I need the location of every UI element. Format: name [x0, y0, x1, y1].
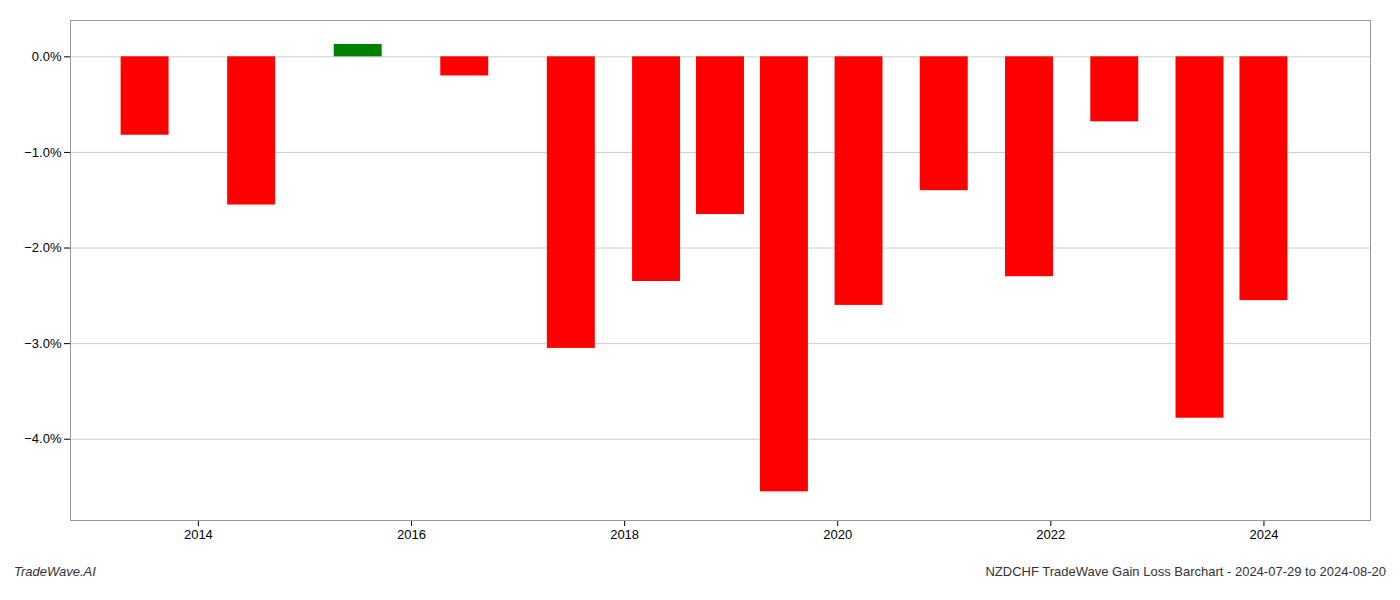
svg-text:2018: 2018 — [610, 527, 639, 542]
svg-text:2014: 2014 — [184, 527, 213, 542]
svg-text:2020: 2020 — [823, 527, 852, 542]
svg-text:−1.0%: −1.0% — [24, 145, 62, 160]
html-text:TradeWave.AI: TradeWave.AI — [14, 564, 96, 579]
svg-text:2022: 2022 — [1036, 527, 1065, 542]
html-text:NZDCHF TradeWave Gain Loss Bar: NZDCHF TradeWave Gain Loss Barchart - 20… — [985, 564, 1386, 579]
svg-text:−4.0%: −4.0% — [24, 431, 62, 446]
svg-text:−3.0%: −3.0% — [24, 336, 62, 351]
svg-text:0.0%: 0.0% — [32, 49, 62, 64]
svg-text:2024: 2024 — [1249, 527, 1278, 542]
svg-text:2016: 2016 — [397, 527, 426, 542]
svg-text:−2.0%: −2.0% — [24, 240, 62, 255]
